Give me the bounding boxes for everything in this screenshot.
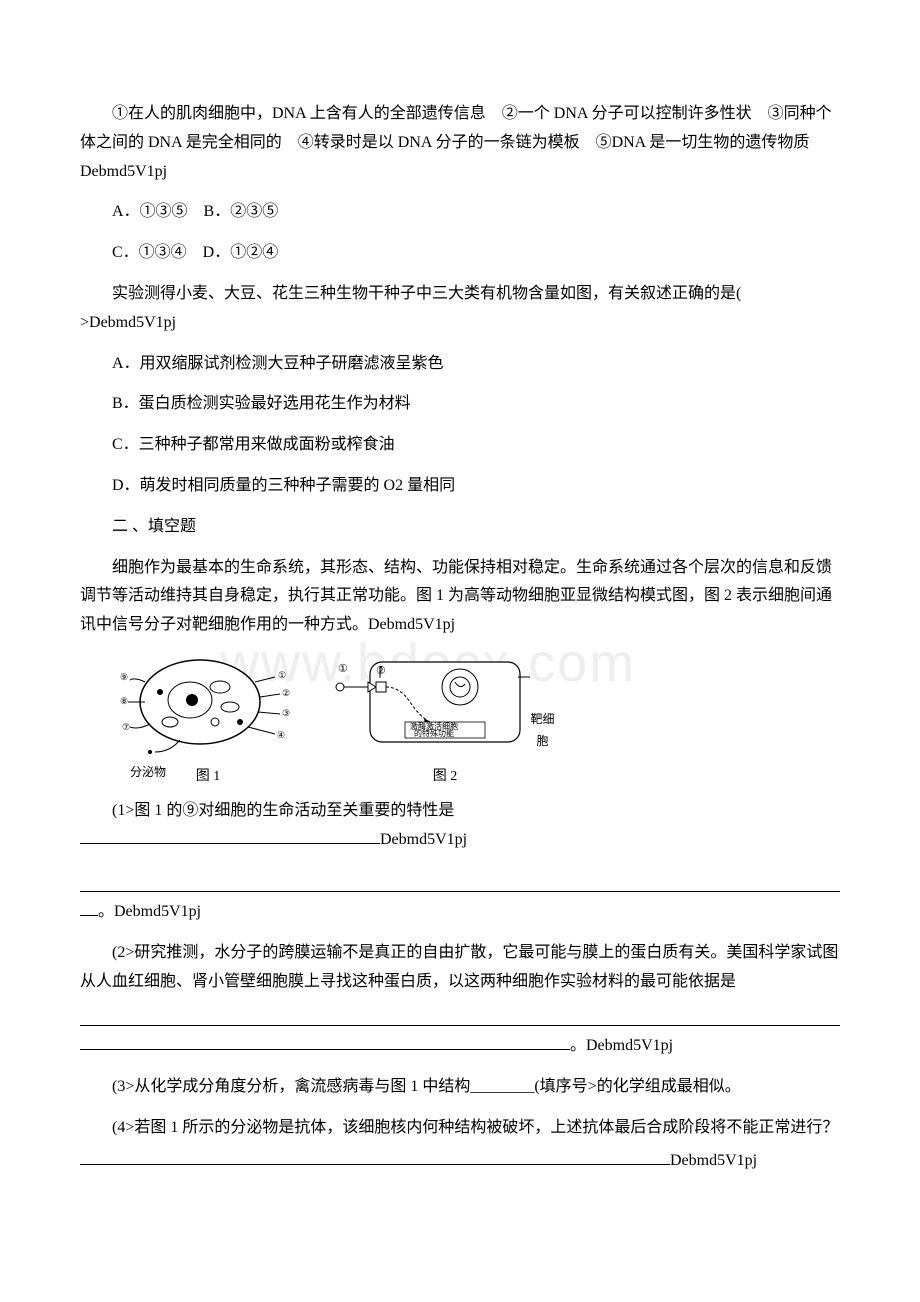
q1-options-line2: C．①③④ D．①②④ (80, 239, 840, 268)
q2-opt-c: C．三种种子都常用来做成面粉或榨食油 (80, 431, 840, 460)
svg-text:⑧: ⑧ (120, 696, 128, 706)
q3-p4-text: (4>若图 1 所示的分泌物是抗体，该细胞核内何种结构被破坏，上述抗体最后合成阶… (80, 1114, 840, 1143)
figure-1: ① ② ③ ④ ⑨ ⑧ ⑦ 分泌物 图 1 (120, 652, 290, 789)
svg-text:③: ③ (282, 708, 290, 718)
svg-text:①: ① (338, 663, 348, 675)
blank-line (80, 867, 840, 893)
q3-stem: 细胞作为最基本的生命系统，其形态、结构、功能保持相对稳定。生命系统通过各个层次的… (80, 554, 840, 640)
q3-p1-text: (1>图 1 的⑨对细胞的生命活动至关重要的特性是 (80, 797, 840, 826)
q2-opt-d: D．萌发时相同质量的三种种子需要的 O2 量相同 (80, 472, 840, 501)
q3-p1a: (1>图 1 的⑨对细胞的生命活动至关重要的特性是 (112, 802, 454, 819)
fig1-caption: 图 1 (196, 764, 221, 789)
q3-p1-blank1: Debmd5V1pj (80, 826, 840, 855)
q2-stem: 实验测得小麦、大豆、花生三种生物干种子中三大类有机物含量如图，有关叙述正确的是(… (80, 280, 840, 338)
svg-text:①: ① (278, 670, 286, 680)
q3-p1-suffix: Debmd5V1pj (380, 831, 467, 848)
page-content: ①在人的肌肉细胞中，DNA 上含有人的全部遗传信息 ②一个 DNA 分子可以控制… (80, 100, 840, 1176)
section-2-heading: 二 、填空题 (80, 513, 840, 542)
figure-2: 激酶激活细胞 的特殊功能 ① ② 图 2 靶细胞 (330, 652, 560, 789)
figure-row: ① ② ③ ④ ⑨ ⑧ ⑦ 分泌物 图 1 (120, 652, 840, 789)
fig1-side-label: 分泌物 (130, 762, 166, 789)
blank-line (80, 1001, 840, 1027)
q3-p4-end-row: Debmd5V1pj (80, 1147, 840, 1176)
q2-opt-b: B．蛋白质检测实验最好选用花生作为材料 (80, 390, 840, 419)
q3-p1b-end: 。Debmd5V1pj (98, 903, 201, 920)
q3-p2-end-row: 。Debmd5V1pj (80, 1032, 840, 1061)
q3-p2-text: (2>研究推测，水分子的跨膜运输不是真正的自由扩散，它最可能与膜上的蛋白质有关。… (80, 939, 840, 997)
q1-stem: ①在人的肌肉细胞中，DNA 上含有人的全部遗传信息 ②一个 DNA 分子可以控制… (80, 100, 840, 186)
svg-text:⑦: ⑦ (122, 722, 130, 732)
svg-text:②: ② (282, 688, 290, 698)
cell-diagram-icon: ① ② ③ ④ ⑨ ⑧ ⑦ (120, 652, 290, 762)
svg-text:⑨: ⑨ (120, 672, 128, 682)
fig2-target-label: 靶细胞 (525, 709, 560, 752)
svg-text:的特殊功能: 的特殊功能 (414, 728, 454, 738)
q3-p2-end: 。Debmd5V1pj (570, 1037, 673, 1054)
q3-p1-blank2-row: 。Debmd5V1pj (80, 867, 840, 927)
q2-opt-a: A．用双缩脲试剂检测大豆种子研磨滤液呈紫色 (80, 350, 840, 379)
q3-p4-end: Debmd5V1pj (670, 1152, 757, 1169)
svg-text:④: ④ (277, 730, 285, 740)
fig2-caption: 图 2 (433, 764, 458, 789)
q3-p3-text: (3>从化学成分角度分析，禽流感病毒与图 1 中结构________(填序号>的… (80, 1073, 840, 1102)
q1-options-line1: A．①③⑤ B．②③⑤ (80, 198, 840, 227)
